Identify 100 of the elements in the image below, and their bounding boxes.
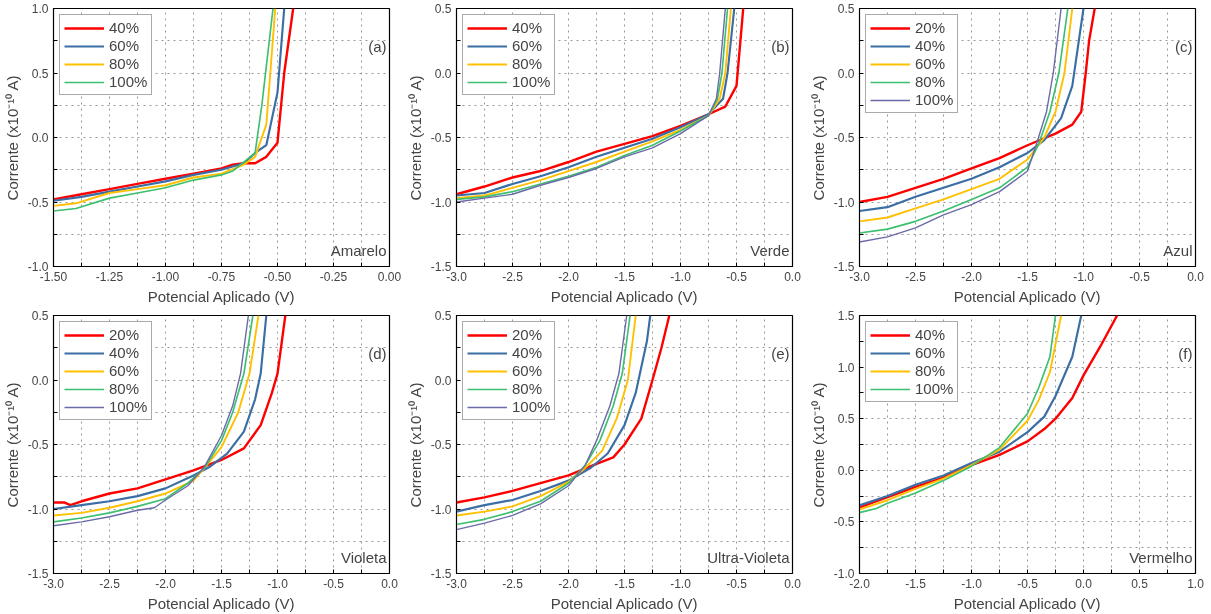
annotation: Verde [750, 241, 790, 259]
y-tick-label: -1.0 [833, 567, 855, 581]
legend-label: 60% [915, 344, 946, 361]
y-tick-label: -0.5 [27, 195, 49, 210]
legend-label: 40% [512, 344, 543, 361]
legend-label: 80% [512, 55, 543, 72]
x-tick-label: -1.5 [614, 576, 636, 591]
y-tick-label: 0.0 [434, 66, 452, 81]
x-tick-label: -2.0 [961, 269, 983, 284]
x-tick-label: -2.0 [155, 576, 177, 591]
x-tick-label: -1.25 [95, 269, 124, 284]
x-tick-label: -1.0 [961, 576, 983, 591]
legend-label: 40% [109, 19, 140, 36]
y-tick-label: 1.0 [31, 2, 49, 16]
legend-label: 80% [915, 362, 946, 379]
y-tick-label: -0.5 [833, 131, 855, 145]
x-tick-label: 0.0 [1075, 576, 1093, 591]
y-tick-label: 0.0 [434, 373, 452, 388]
y-tick-label: 1.0 [837, 360, 855, 375]
y-tick-label: 0.5 [434, 309, 452, 323]
annotation: (e) [771, 344, 790, 362]
y-tick-label: 1.5 [837, 309, 855, 323]
legend-label: 80% [109, 55, 140, 72]
y-tick-label: -1.5 [430, 567, 452, 581]
legend-label: 100% [915, 380, 954, 397]
annotation: (a) [368, 37, 387, 55]
legend-label: 60% [512, 37, 543, 54]
y-tick-label: 0.5 [837, 412, 855, 427]
y-axis-title: Corrente (x10⁻¹⁰ A) [406, 75, 424, 201]
x-axis-title: Potencial Aplicado (V) [550, 287, 698, 305]
x-tick-label: -1.5 [1017, 269, 1039, 284]
legend-label: 80% [512, 380, 543, 397]
legend-label: 100% [915, 91, 954, 108]
x-tick-label: -1.00 [151, 269, 180, 284]
y-tick-label: -1.5 [430, 260, 452, 274]
y-tick-label: -1.5 [27, 567, 49, 581]
x-tick-label: 0.00 [377, 269, 402, 284]
x-tick-label: -1.5 [905, 576, 927, 591]
x-tick-label: -1.0 [670, 269, 692, 284]
legend-label: 20% [915, 19, 946, 36]
x-tick-label: -0.75 [207, 269, 236, 284]
legend-label: 80% [915, 73, 946, 90]
y-tick-label: -1.0 [430, 502, 452, 517]
x-tick-label: -1.0 [670, 576, 692, 591]
y-tick-label: 0.0 [837, 463, 855, 478]
x-tick-label: -0.50 [263, 269, 292, 284]
annotation: (d) [368, 344, 387, 362]
legend-label: 40% [915, 326, 946, 343]
legend-label: 100% [109, 73, 148, 90]
legend-label: 100% [512, 398, 551, 415]
x-axis-title: Potencial Aplicado (V) [147, 594, 295, 612]
legend-label: 40% [512, 19, 543, 36]
legend-label: 100% [512, 73, 551, 90]
x-axis-title: Potencial Aplicado (V) [147, 287, 295, 305]
y-tick-label: -0.5 [833, 515, 855, 530]
x-axis-title: Potencial Aplicado (V) [550, 594, 698, 612]
x-tick-label: -0.5 [323, 576, 345, 591]
annotation: (b) [771, 37, 790, 55]
x-tick-label: -1.0 [267, 576, 289, 591]
y-tick-label: 0.5 [31, 309, 49, 323]
legend-label: 60% [512, 362, 543, 379]
y-tick-label: 0.5 [837, 2, 855, 16]
y-axis-title: Corrente (x10⁻¹⁰ A) [3, 382, 21, 508]
annotation: Azul [1163, 241, 1193, 259]
x-axis-title: Potencial Aplicado (V) [953, 594, 1101, 612]
legend-label: 80% [109, 380, 140, 397]
y-tick-label: 0.5 [434, 2, 452, 16]
legend-label: 20% [109, 326, 140, 343]
x-tick-label: -2.5 [99, 576, 121, 591]
legend-label: 60% [915, 55, 946, 72]
legend-label: 20% [512, 326, 543, 343]
annotation: Vermelho [1129, 548, 1193, 566]
x-tick-label: -2.0 [558, 576, 580, 591]
x-tick-label: 0.0 [381, 576, 399, 591]
legend-label: 60% [109, 37, 140, 54]
y-tick-label: -0.5 [430, 131, 452, 145]
y-tick-label: 0.0 [31, 131, 49, 145]
x-tick-label: -2.5 [502, 269, 524, 284]
legend-label: 60% [109, 362, 140, 379]
annotation: (f) [1178, 344, 1193, 362]
x-tick-label: -0.5 [1129, 269, 1151, 284]
y-tick-label: -1.0 [833, 195, 855, 210]
x-tick-label: 0.0 [784, 269, 802, 284]
legend-label: 100% [109, 398, 148, 415]
y-tick-label: -1.0 [27, 260, 49, 274]
x-axis-title: Potencial Aplicado (V) [953, 287, 1101, 305]
y-axis-title: Corrente (x10⁻¹⁰ A) [3, 75, 21, 201]
x-tick-label: -0.25 [319, 269, 348, 284]
x-tick-label: -2.5 [502, 576, 524, 591]
annotation: Ultra-Violeta [707, 548, 791, 566]
y-axis-title: Corrente (x10⁻¹⁰ A) [809, 382, 827, 508]
y-tick-label: -1.0 [27, 502, 49, 517]
annotation: Amarelo [330, 241, 387, 259]
y-tick-label: -0.5 [27, 438, 49, 452]
x-tick-label: -1.5 [211, 576, 233, 591]
x-tick-label: 0.5 [1131, 576, 1149, 591]
y-tick-label: -1.0 [430, 195, 452, 210]
y-tick-label: -1.5 [833, 260, 855, 274]
x-tick-label: 0.0 [1187, 269, 1205, 284]
x-tick-label: -0.5 [726, 576, 748, 591]
